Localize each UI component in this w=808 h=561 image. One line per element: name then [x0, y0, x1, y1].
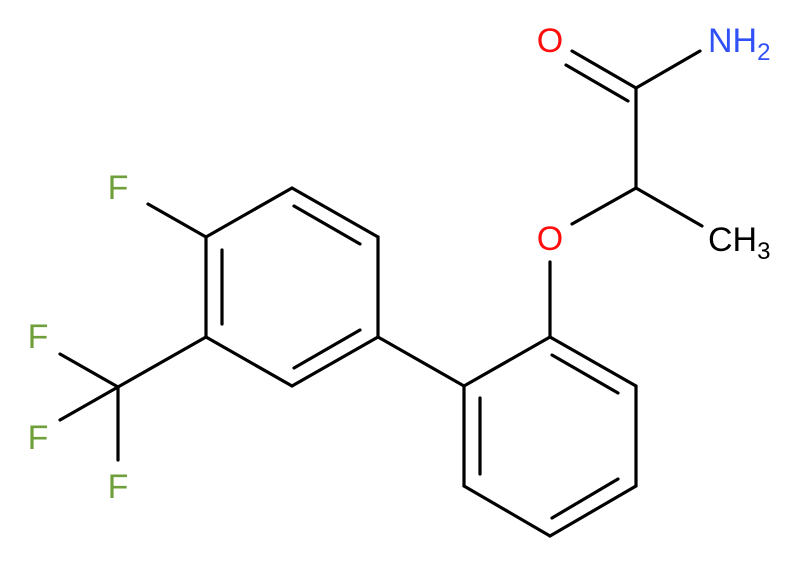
bond — [548, 484, 638, 538]
bond — [550, 353, 620, 395]
bond — [634, 49, 702, 90]
atom-label-fluorine: F — [28, 318, 49, 356]
bond — [462, 335, 552, 388]
bonds — [58, 49, 704, 538]
bond — [548, 335, 638, 388]
bond — [58, 352, 120, 389]
atom-label-amine: NH2 — [708, 22, 770, 66]
atom-label-methyl: CH3 — [708, 221, 770, 265]
bond — [462, 484, 552, 538]
bond — [146, 202, 208, 239]
atom-labels: F F F F O O NH2 CH3 — [28, 22, 771, 506]
bond — [116, 335, 208, 389]
bond — [634, 186, 704, 228]
bond — [204, 335, 294, 388]
bond — [292, 204, 362, 246]
bond — [570, 186, 638, 226]
bond — [290, 186, 380, 239]
bond — [204, 186, 294, 239]
atom-label-fluorine: F — [28, 419, 49, 457]
bond — [376, 335, 466, 388]
atom-label-fluorine: F — [108, 468, 129, 506]
bond — [570, 49, 638, 90]
bond — [564, 63, 630, 103]
bond — [292, 328, 362, 370]
atom-label-fluorine: F — [108, 169, 129, 207]
bond — [290, 335, 380, 388]
atom-label-carbonyl-oxygen: O — [537, 22, 563, 60]
atom-label-ether-oxygen: O — [537, 220, 563, 258]
bond — [550, 477, 620, 520]
bond — [58, 385, 120, 422]
